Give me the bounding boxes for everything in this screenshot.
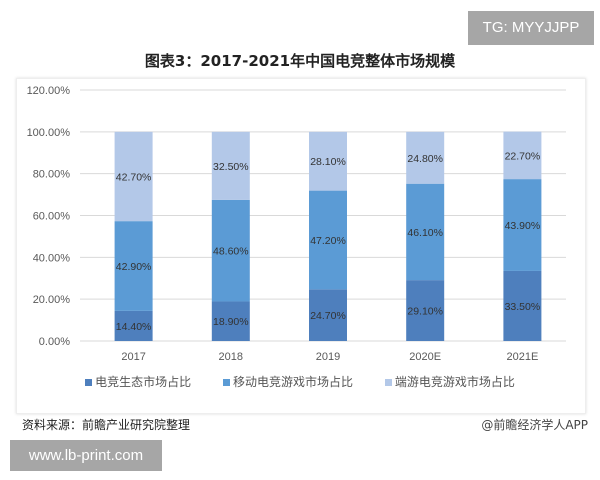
- bar-segment: [406, 183, 445, 281]
- bar-segment: [114, 310, 153, 341]
- legend: 电竞生态市场占比 移动电竞游戏市场占比 端游电竞游戏市场占比: [0, 373, 600, 390]
- legend-item: 电竞生态市场占比: [85, 373, 191, 390]
- legend-swatch: [85, 379, 93, 386]
- data-label: 24.80%: [407, 153, 443, 165]
- legend-label: 移动电竞游戏市场占比: [232, 375, 353, 389]
- x-tick-label: 2020E: [409, 351, 441, 363]
- x-tick-label: 2017: [121, 351, 145, 363]
- bar-segment: [406, 280, 445, 341]
- legend-item: 移动电竞游戏市场占比: [222, 373, 353, 390]
- y-tick-label: 40.00%: [33, 252, 71, 264]
- data-label: 48.60%: [213, 246, 249, 258]
- bar-segment: [503, 179, 542, 271]
- data-label: 42.70%: [116, 171, 152, 183]
- x-tick-label: 2018: [219, 351, 243, 363]
- source-note: 资料来源：前瞻产业研究院整理: [22, 418, 191, 432]
- bar-segment: [309, 190, 347, 290]
- data-label: 42.90%: [116, 261, 152, 273]
- legend-swatch: [222, 379, 230, 386]
- bar-segment: [211, 131, 250, 200]
- data-label: 47.20%: [310, 235, 346, 247]
- bar-segment: [114, 221, 153, 311]
- x-tick-label: 2021E: [506, 351, 538, 363]
- data-label: 22.70%: [505, 150, 541, 162]
- credit: @前瞻经济学人APP: [481, 418, 588, 432]
- y-tick-label: 0.00%: [39, 336, 70, 348]
- bar-segment: [114, 131, 153, 222]
- y-tick-label: 80.00%: [33, 169, 71, 181]
- legend-label: 端游电竞游戏市场占比: [394, 375, 515, 389]
- data-label: 29.10%: [407, 306, 443, 318]
- y-tick-label: 120.00%: [27, 85, 71, 97]
- bar-segment: [211, 199, 250, 302]
- data-label: 14.40%: [116, 321, 152, 333]
- bar-segment: [503, 270, 542, 341]
- legend-swatch: [384, 379, 392, 386]
- data-label: 43.90%: [505, 220, 541, 232]
- legend-item: 端游电竞游戏市场占比: [384, 373, 515, 390]
- chart-title: 图表3：2017-2021年中国电竞整体市场规模: [144, 52, 456, 70]
- data-label: 33.50%: [505, 301, 541, 313]
- data-label: 18.90%: [213, 316, 249, 328]
- watermark-top: TG: MYYJJPP: [468, 11, 594, 45]
- bar-segment: [309, 289, 347, 341]
- y-tick-label: 60.00%: [33, 211, 71, 223]
- data-label: 46.10%: [407, 227, 443, 239]
- chart-frame: [16, 78, 586, 414]
- data-label: 28.10%: [310, 156, 346, 168]
- bar-segment: [211, 301, 250, 341]
- y-tick-label: 100.00%: [27, 127, 71, 139]
- y-tick-label: 20.00%: [33, 294, 71, 306]
- x-tick-label: 2019: [316, 351, 340, 363]
- data-label: 32.50%: [213, 161, 249, 173]
- data-label: 24.70%: [310, 310, 346, 322]
- legend-label: 电竞生态市场占比: [95, 375, 192, 389]
- watermark-bottom: www.lb-print.com: [10, 440, 162, 471]
- bar-segment: [406, 131, 445, 184]
- bar-segment: [503, 131, 542, 180]
- bar-segment: [309, 131, 347, 191]
